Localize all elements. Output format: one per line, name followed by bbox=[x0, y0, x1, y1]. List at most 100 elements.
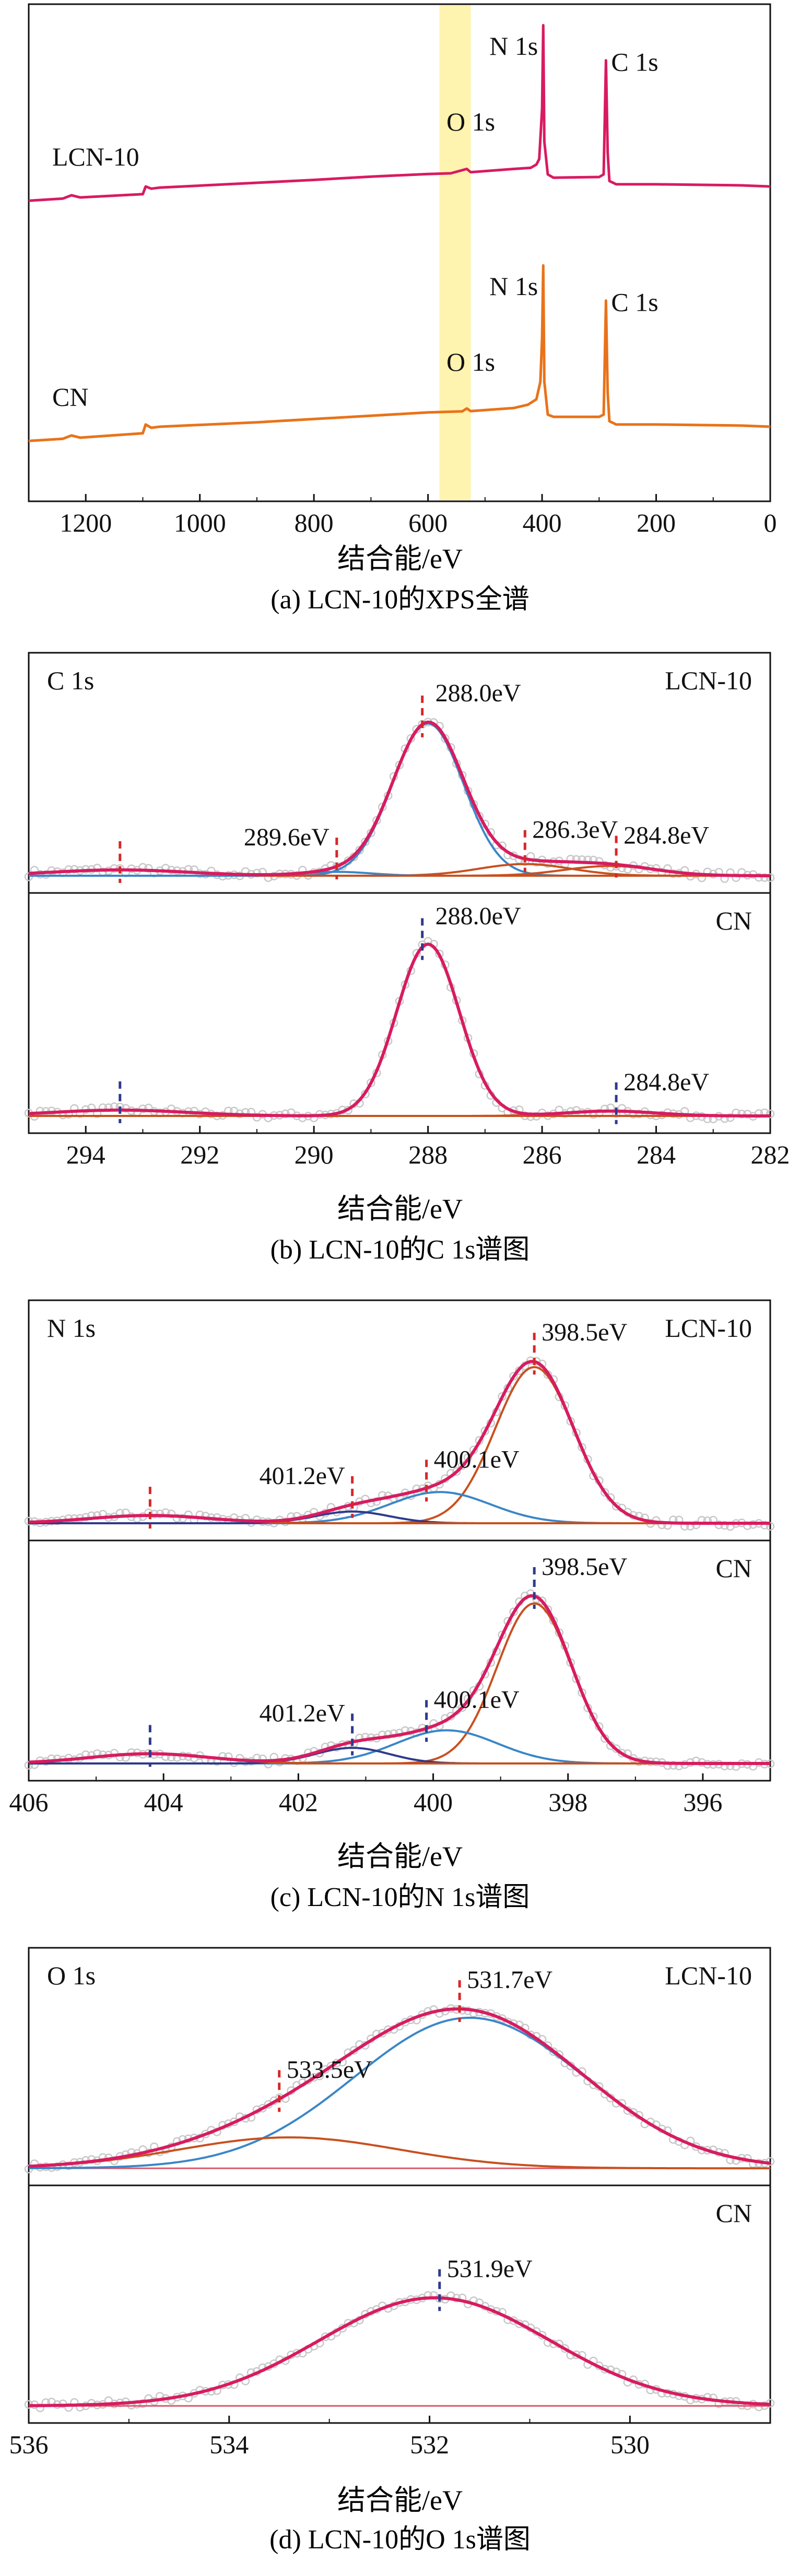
data-point bbox=[509, 1372, 518, 1381]
highlight-band bbox=[439, 5, 471, 500]
data-points bbox=[24, 2291, 775, 2413]
peak-label: 400.1eV bbox=[434, 1686, 520, 1714]
peak-label: 398.5eV bbox=[542, 1553, 627, 1581]
series-label: LCN-10 bbox=[52, 142, 139, 171]
data-point bbox=[201, 1512, 210, 1521]
fit-envelope bbox=[28, 942, 770, 1118]
fit-envelope bbox=[28, 2007, 771, 2168]
data-point bbox=[457, 1461, 467, 1470]
data-point bbox=[737, 1110, 746, 1119]
panel-title: O 1s bbox=[47, 1961, 96, 1990]
peak-label: C 1s bbox=[611, 48, 658, 77]
peak-label: O 1s bbox=[446, 347, 495, 377]
data-point bbox=[537, 1596, 547, 1605]
peak-label: 533.5eV bbox=[287, 2056, 372, 2084]
data-point bbox=[457, 1703, 467, 1712]
subplot-label: CN bbox=[716, 1554, 752, 1583]
component-peak-533.4 bbox=[28, 2136, 770, 2170]
data-point bbox=[754, 873, 763, 882]
peak-label: 531.9eV bbox=[447, 2255, 533, 2283]
data-point bbox=[172, 1514, 182, 1523]
x-axis-tick-label: 534 bbox=[209, 2430, 249, 2459]
peak-label: 401.2eV bbox=[260, 1462, 345, 1490]
x-axis-tick-label: 800 bbox=[295, 508, 334, 537]
x-axis-tick-label: 402 bbox=[279, 1787, 318, 1817]
x-axis-tick-label: 0 bbox=[764, 508, 777, 537]
peak-label: 286.3eV bbox=[532, 816, 618, 844]
data-point bbox=[726, 1113, 735, 1122]
data-point bbox=[600, 1488, 609, 1497]
c1s-spectrum-chart: C 1s LCN-10 288.0eV 286.3eV 289.6eV 284.8eV CN… bbox=[24, 652, 790, 1169]
data-point bbox=[281, 1109, 290, 1119]
peak-label: 284.8eV bbox=[623, 821, 709, 849]
figure-a: LCN-10 N 1s O 1s C 1s CN N 1s O 1s C 1s 1200 1000… bbox=[0, 0, 800, 632]
peak-label: 284.8eV bbox=[623, 1068, 709, 1096]
component-peak-531.6 bbox=[29, 2017, 771, 2169]
n1s-spectrum-chart: N 1s LCN-10 398.5eV 400.1eV 401.2eV CN 398.5eV… bbox=[9, 1299, 775, 1817]
x-axis-tick-label: 396 bbox=[683, 1787, 722, 1817]
data-point bbox=[617, 1749, 627, 1758]
plot-frame bbox=[28, 3, 771, 502]
peak-label: 288.0eV bbox=[436, 902, 521, 930]
data-point bbox=[184, 1510, 193, 1520]
data-points bbox=[24, 1356, 775, 1531]
survey-spectrum-chart: LCN-10 N 1s O 1s C 1s CN N 1s O 1s C 1s 1200 1000… bbox=[28, 3, 777, 537]
data-point bbox=[321, 2332, 330, 2342]
data-point bbox=[36, 1107, 45, 1116]
series-line-LCN-10 bbox=[28, 23, 771, 202]
fit-envelope bbox=[28, 1594, 770, 1765]
figure-c-xlabel: 结合能/eV bbox=[337, 1841, 463, 1872]
data-point bbox=[669, 1761, 678, 1770]
peak-label: 288.0eV bbox=[436, 679, 521, 707]
fit-envelope bbox=[29, 2296, 771, 2407]
data-point bbox=[309, 2073, 319, 2082]
x-axis-tick-label: 398 bbox=[548, 1787, 587, 1817]
data-point bbox=[611, 1744, 621, 1753]
data-point bbox=[766, 1109, 775, 1119]
peak-label: O 1s bbox=[446, 107, 495, 136]
peak-label: 289.6eV bbox=[244, 824, 330, 851]
x-axis-tick-label: 292 bbox=[180, 1140, 219, 1169]
figure-c: N 1s LCN-10 398.5eV 400.1eV 401.2eV CN 398.5eV… bbox=[0, 1290, 800, 1927]
data-point bbox=[70, 865, 79, 874]
subplot-label: CN bbox=[716, 2198, 752, 2228]
x-axis-tick-label: 406 bbox=[9, 1787, 49, 1817]
figure-a-caption: (a) LCN-10的XPS全谱 bbox=[270, 585, 530, 615]
x-axis-tick-label: 400 bbox=[523, 508, 562, 537]
data-point bbox=[760, 1521, 769, 1530]
data-points bbox=[24, 2004, 775, 2173]
panel-title: C 1s bbox=[47, 666, 94, 695]
o1s-spectrum-chart: O 1s LCN-10 531.7eV 533.5eV CN 531.9eV 536 534 5… bbox=[9, 1947, 775, 2459]
data-point bbox=[452, 1467, 461, 1476]
data-point bbox=[53, 2162, 62, 2171]
peak-label: 400.1eV bbox=[434, 1445, 520, 1473]
component-peak-288 bbox=[29, 722, 770, 877]
figure-c-caption: (c) LCN-10的N 1s谱图 bbox=[270, 1883, 530, 1912]
figure-b: C 1s LCN-10 288.0eV 286.3eV 289.6eV 284.8eV CN… bbox=[0, 642, 800, 1279]
x-axis-tick-label: 1000 bbox=[174, 508, 226, 537]
peak-label: 398.5eV bbox=[542, 1319, 627, 1346]
figure-d-xlabel: 结合能/eV bbox=[337, 2485, 463, 2516]
data-point bbox=[367, 1078, 375, 1087]
data-point bbox=[332, 2059, 342, 2068]
figure-b-caption: (b) LCN-10的C 1s谱图 bbox=[270, 1235, 530, 1265]
x-axis-tick-label: 400 bbox=[414, 1787, 453, 1817]
x-axis-tick-label: 1200 bbox=[60, 508, 112, 537]
data-point bbox=[691, 1520, 701, 1530]
x-axis-tick-label: 282 bbox=[751, 1140, 790, 1169]
series-line-CN bbox=[28, 264, 771, 442]
x-axis-tick-label: 284 bbox=[637, 1140, 676, 1169]
series-label: CN bbox=[52, 382, 88, 411]
fit-envelope bbox=[28, 720, 770, 877]
peak-label: C 1s bbox=[611, 288, 658, 317]
data-point bbox=[760, 873, 769, 882]
subplot-label: LCN-10 bbox=[665, 1313, 752, 1343]
peak-label: N 1s bbox=[489, 31, 538, 61]
figure-a-xlabel: 结合能/eV bbox=[337, 543, 463, 574]
peak-label: 531.7eV bbox=[467, 1966, 552, 1994]
x-axis-tick-label: 600 bbox=[408, 508, 448, 537]
x-axis-tick-label: 536 bbox=[9, 2430, 49, 2459]
subplot-label: CN bbox=[716, 906, 752, 935]
data-point bbox=[167, 1509, 176, 1519]
x-axis-tick-label: 290 bbox=[295, 1140, 334, 1169]
